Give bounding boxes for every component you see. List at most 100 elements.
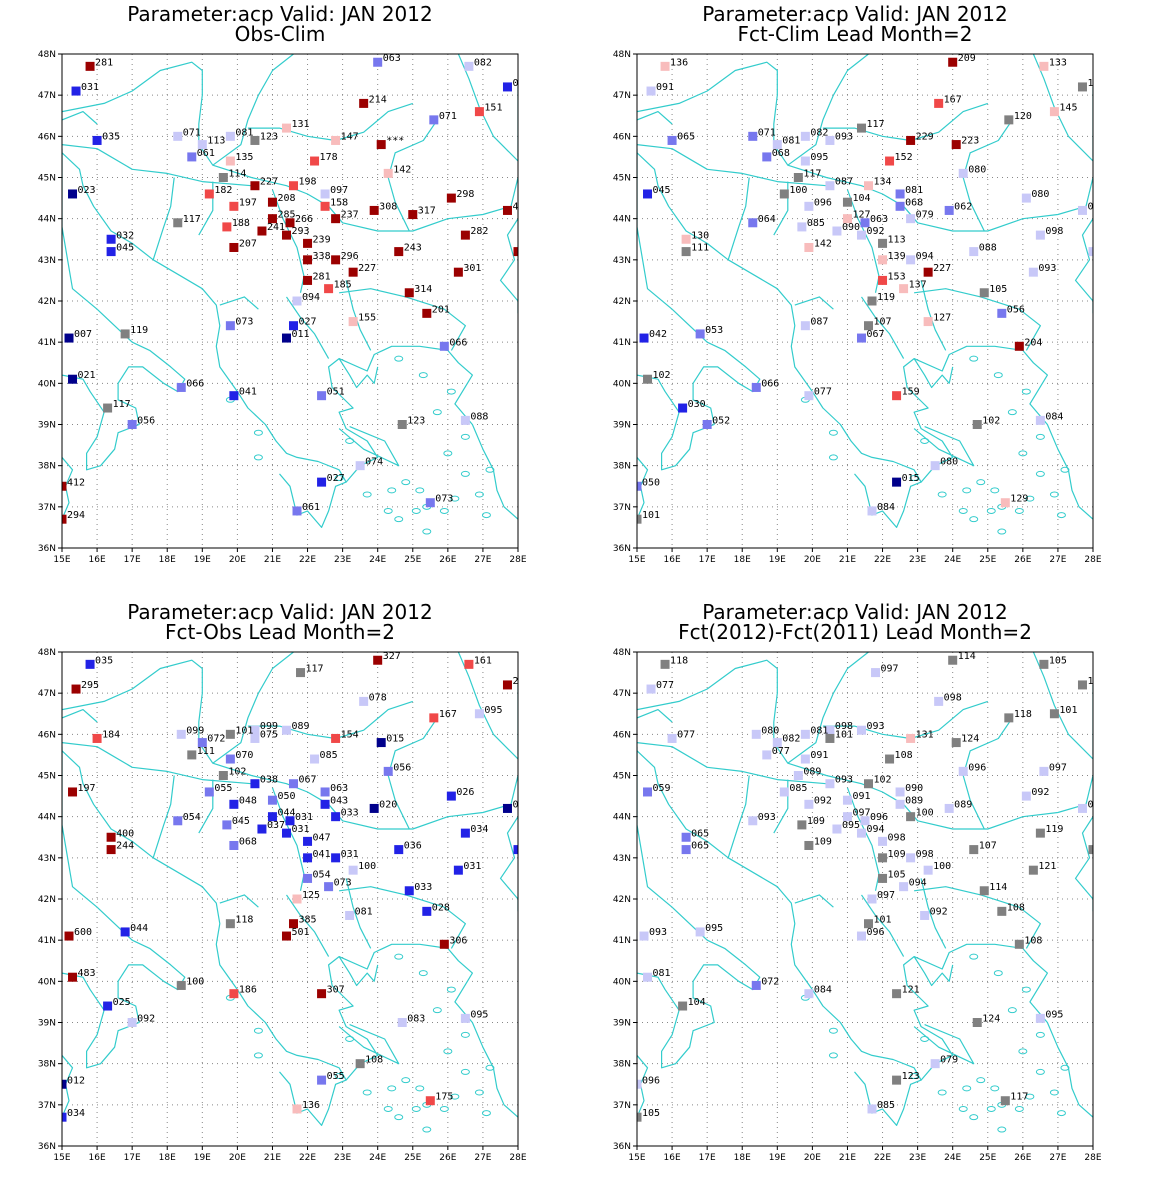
station-marker: [1077, 82, 1087, 92]
station-marker: [1021, 791, 1031, 801]
coastline: [499, 816, 518, 912]
station-value: 088: [1087, 201, 1105, 212]
station-value: 120: [1014, 111, 1032, 122]
station-marker: [637, 481, 642, 491]
coastline: [794, 296, 834, 310]
station-value: 108: [1024, 935, 1042, 946]
station-marker: [867, 296, 877, 306]
island: [460, 470, 470, 477]
station-marker: [281, 931, 291, 941]
island: [1021, 986, 1031, 993]
island: [253, 1052, 263, 1059]
island: [334, 475, 344, 482]
coastline: [62, 746, 186, 1069]
station-marker: [376, 140, 386, 150]
station-marker: [892, 1075, 902, 1085]
coastline: [338, 1024, 400, 1065]
station-marker: [267, 795, 277, 805]
station-value: 093: [835, 775, 853, 786]
coastline: [913, 956, 954, 987]
x-tick-label: 24E: [944, 1153, 961, 1163]
station-value: 136: [302, 1100, 320, 1111]
coastline: [637, 746, 761, 1069]
station-marker: [825, 725, 835, 735]
station-marker: [951, 738, 961, 748]
station-value: 082: [810, 127, 828, 138]
station-value: 085: [877, 1100, 895, 1111]
station-marker: [1049, 709, 1059, 719]
station-marker: [825, 733, 835, 743]
y-tick-label: 43N: [613, 854, 631, 864]
station-value: 038: [260, 775, 278, 786]
station-marker: [222, 820, 232, 830]
station-marker: [359, 98, 369, 108]
x-tick-label: 27E: [1049, 555, 1066, 565]
y-tick-label: 41N: [38, 936, 56, 946]
station-marker: [408, 210, 418, 220]
station-marker: [106, 832, 116, 842]
map-layer: 035 117 327 161 235 295 078 095 167 089 099 099 101 1…: [62, 652, 518, 1146]
y-tick-label: 41N: [38, 338, 56, 348]
island: [460, 1068, 470, 1075]
station-marker: [899, 284, 909, 294]
station-value: 101: [874, 915, 892, 926]
y-tick-label: 47N: [613, 91, 631, 101]
station-value: 097: [852, 808, 870, 819]
station-value: 077: [1098, 243, 1116, 254]
x-tick-label: 25E: [404, 1153, 421, 1163]
station-value: 600: [74, 927, 92, 938]
station-value: 307: [327, 985, 345, 996]
station-marker: [320, 799, 330, 809]
station-marker: [1004, 115, 1014, 125]
station-marker: [899, 882, 909, 892]
station-value: 044: [130, 923, 148, 934]
station-marker: [1088, 845, 1093, 855]
island: [415, 1085, 425, 1092]
station-marker: [229, 391, 239, 401]
island: [439, 507, 449, 514]
station-marker: [895, 787, 905, 797]
station-marker: [250, 135, 260, 145]
station-value: 135: [235, 152, 253, 163]
coastline: [637, 152, 922, 529]
station-value: 117: [306, 664, 324, 675]
station-value: 028: [432, 902, 450, 913]
station-marker: [842, 812, 852, 822]
island: [1025, 1093, 1035, 1100]
station-value: 178: [320, 152, 338, 163]
station-value: 314: [414, 284, 432, 295]
station-value: 094: [302, 292, 320, 303]
coastline: [903, 943, 1093, 1118]
island: [460, 1031, 470, 1038]
station-marker: [331, 214, 341, 224]
station-marker: [68, 972, 78, 982]
x-tick-label: 20E: [804, 555, 821, 565]
station-marker: [660, 659, 670, 669]
coastline: [846, 787, 880, 891]
station-marker: [103, 403, 113, 413]
x-tick-label: 28E: [509, 555, 526, 565]
y-tick-label: 36N: [38, 1142, 56, 1152]
station-value: 021: [78, 370, 96, 381]
x-tick-label: 27E: [474, 555, 491, 565]
station-marker: [474, 709, 484, 719]
island: [962, 1085, 972, 1092]
y-tick-label: 36N: [38, 544, 56, 554]
y-tick-label: 39N: [38, 421, 56, 431]
island: [387, 1085, 397, 1092]
station-value: 123: [407, 416, 425, 427]
station-value: 031: [291, 824, 309, 835]
station-marker: [173, 816, 183, 826]
station-marker: [804, 989, 814, 999]
station-value: 142: [393, 164, 411, 175]
station-value: 011: [291, 329, 309, 340]
x-tick-label: 16E: [89, 1153, 106, 1163]
y-tick-label: 39N: [613, 1019, 631, 1029]
station-value: 031: [463, 861, 481, 872]
station-marker: [229, 799, 239, 809]
station-value: 045: [116, 243, 134, 254]
station-marker: [310, 754, 320, 764]
station-marker: [639, 333, 649, 343]
x-tick-label: 15E: [628, 1153, 645, 1163]
station-value: 081: [653, 968, 671, 979]
